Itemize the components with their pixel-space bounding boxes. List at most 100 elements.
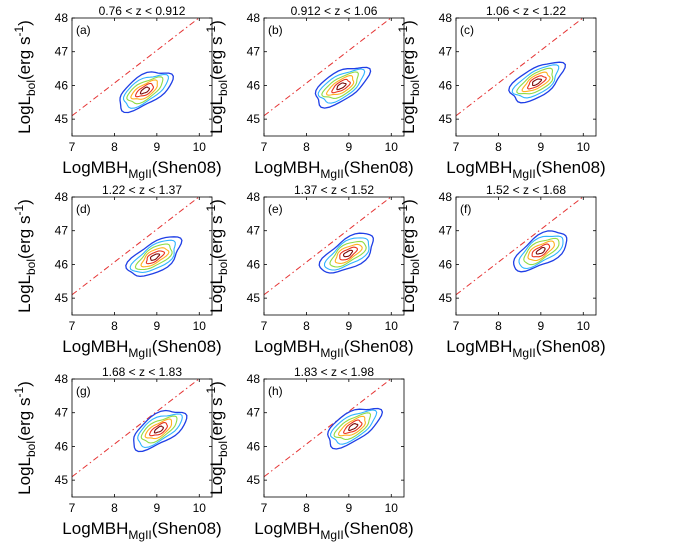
axes-frame bbox=[263, 196, 405, 316]
contour-3 bbox=[523, 237, 560, 266]
contour-5 bbox=[135, 82, 154, 98]
contour-1 bbox=[327, 407, 384, 450]
panel-title: 1.52 < z < 1.68 bbox=[486, 183, 566, 197]
y-axis-label: LogLbol(erg s-1) bbox=[204, 199, 230, 313]
x-axis-label: LogMBHMgII(Shen08) bbox=[62, 337, 221, 360]
contour-5 bbox=[145, 250, 166, 265]
reference-line bbox=[72, 18, 200, 117]
y-tick-label: 48 bbox=[247, 372, 261, 386]
x-tick-label: 7 bbox=[261, 319, 268, 333]
contour-2 bbox=[122, 73, 169, 109]
reference-line bbox=[456, 18, 584, 117]
y-tick-label: 46 bbox=[55, 257, 69, 271]
x-axis-label: LogMBHMgII(Shen08) bbox=[446, 158, 605, 181]
x-tick-label: 10 bbox=[385, 501, 399, 515]
y-tick-label: 47 bbox=[439, 224, 453, 238]
contour-1 bbox=[125, 236, 183, 278]
contour-3 bbox=[333, 412, 372, 441]
x-tick-label: 7 bbox=[69, 501, 76, 515]
x-tick-label: 9 bbox=[538, 319, 545, 333]
x-tick-label: 7 bbox=[69, 319, 76, 333]
x-tick-label: 9 bbox=[346, 140, 353, 154]
panel-tag: (d) bbox=[76, 202, 91, 216]
contour-2 bbox=[330, 409, 378, 445]
panel-b: 7 8 9 10 45 46 47 48 0.912 < z < 1.06 (b) LogMBHMg… bbox=[204, 4, 414, 181]
contour-6 bbox=[149, 253, 161, 261]
y-tick-label: 48 bbox=[439, 190, 453, 204]
x-tick-label: 10 bbox=[577, 140, 591, 154]
y-tick-label: 46 bbox=[55, 439, 69, 453]
axes-frame bbox=[455, 17, 597, 137]
y-tick-label: 48 bbox=[55, 372, 69, 386]
y-axis-label: LogLbol(erg s-1) bbox=[396, 20, 422, 134]
panel-title: 1.68 < z < 1.83 bbox=[102, 365, 182, 379]
x-tick-label: 10 bbox=[385, 319, 399, 333]
y-tick-label: 47 bbox=[55, 406, 69, 420]
contour-5 bbox=[527, 75, 547, 90]
x-tick-label: 9 bbox=[154, 501, 161, 515]
y-tick-label: 46 bbox=[247, 78, 261, 92]
x-tick-label: 8 bbox=[303, 140, 310, 154]
contour-2 bbox=[323, 237, 370, 271]
y-tick-label: 48 bbox=[439, 11, 453, 25]
panel-e: 7 8 9 10 45 46 47 48 1.37 < z < 1.52 (e) LogMBHMgI… bbox=[204, 183, 414, 360]
contour-6 bbox=[348, 423, 359, 431]
contour-4 bbox=[140, 247, 170, 268]
y-axis-label: LogLbol(erg s-1) bbox=[204, 381, 230, 495]
contour-1 bbox=[512, 230, 568, 273]
y-tick-label: 46 bbox=[247, 257, 261, 271]
y-axis-label: LogLbol(erg s-1) bbox=[204, 20, 230, 134]
y-tick-label: 45 bbox=[439, 291, 453, 305]
x-tick-label: 9 bbox=[346, 319, 353, 333]
contour-6 bbox=[153, 425, 164, 434]
axes-frame bbox=[263, 17, 405, 137]
x-tick-label: 7 bbox=[453, 319, 460, 333]
axes-frame bbox=[71, 196, 213, 316]
panel-title: 1.37 < z < 1.52 bbox=[294, 183, 374, 197]
y-axis-label: LogLbol(erg s-1) bbox=[12, 20, 38, 134]
x-tick-label: 10 bbox=[193, 140, 207, 154]
x-tick-label: 9 bbox=[154, 319, 161, 333]
contour-5 bbox=[331, 78, 351, 94]
x-tick-label: 7 bbox=[261, 140, 268, 154]
contour-2 bbox=[137, 413, 183, 449]
panel-c: 7 8 9 10 45 46 47 48 1.06 < z < 1.22 (c) LogMBHMgI… bbox=[396, 4, 606, 181]
contour-2 bbox=[129, 239, 176, 274]
panel-h: 7 8 9 10 45 46 47 48 1.83 < z < 1.98 (h) LogMBHMgI… bbox=[204, 365, 414, 542]
contour-3 bbox=[134, 243, 173, 271]
x-tick-label: 8 bbox=[495, 140, 502, 154]
panel-tag: (b) bbox=[268, 23, 283, 37]
contour-4 bbox=[144, 418, 173, 440]
panel-d: 7 8 9 10 45 46 47 48 1.22 < z < 1.37 (d) LogMBHMgI… bbox=[12, 183, 222, 360]
x-tick-label: 8 bbox=[303, 501, 310, 515]
axes-frame bbox=[263, 378, 405, 498]
reference-line bbox=[72, 197, 200, 296]
panel-title: 1.83 < z < 1.98 bbox=[294, 365, 374, 379]
y-tick-label: 45 bbox=[247, 473, 261, 487]
y-tick-label: 47 bbox=[247, 406, 261, 420]
contour-5 bbox=[149, 421, 168, 437]
y-axis-label: LogLbol(erg s-1) bbox=[12, 199, 38, 313]
y-tick-label: 47 bbox=[247, 45, 261, 59]
x-tick-label: 10 bbox=[385, 140, 399, 154]
panel-tag: (a) bbox=[76, 23, 91, 37]
panel-tag: (c) bbox=[460, 23, 474, 37]
contour-6 bbox=[535, 246, 546, 255]
contour-4 bbox=[521, 71, 551, 93]
y-tick-label: 46 bbox=[55, 78, 69, 92]
contour-2 bbox=[511, 64, 560, 99]
panel-tag: (h) bbox=[268, 384, 283, 398]
x-axis-label: LogMBHMgII(Shen08) bbox=[254, 158, 413, 181]
contour-3 bbox=[516, 67, 554, 95]
contour-4 bbox=[334, 243, 363, 264]
panel-title: 1.22 < z < 1.37 bbox=[102, 183, 182, 197]
x-tick-label: 7 bbox=[453, 140, 460, 154]
contour-5 bbox=[343, 419, 363, 435]
y-axis-label: LogLbol(erg s-1) bbox=[396, 199, 422, 313]
x-tick-label: 8 bbox=[111, 501, 118, 515]
y-tick-label: 48 bbox=[55, 11, 69, 25]
contour-6 bbox=[336, 82, 347, 91]
y-tick-label: 46 bbox=[247, 439, 261, 453]
contour-1 bbox=[318, 232, 374, 274]
